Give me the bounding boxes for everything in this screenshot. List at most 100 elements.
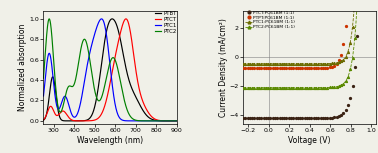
PTC2 <box>106 68 110 70</box>
Legend: PTBT, PTCT, PTC1, PTC2: PTBT, PTCT, PTC1, PTC2 <box>155 11 177 34</box>
Point <box>286 67 292 69</box>
Point <box>263 117 269 119</box>
Point <box>324 62 330 65</box>
Point <box>352 0 358 1</box>
Point <box>329 62 335 65</box>
Point <box>333 86 339 88</box>
Point <box>338 60 344 63</box>
PTBT <box>110 18 115 20</box>
Point <box>350 26 356 28</box>
Point <box>247 67 253 69</box>
Point <box>281 67 287 69</box>
Point <box>267 117 273 119</box>
Point <box>347 41 353 44</box>
Point <box>318 62 324 65</box>
Point <box>279 86 285 89</box>
Point <box>299 67 305 69</box>
PTC1 <box>102 24 107 26</box>
Point <box>304 86 310 89</box>
PTBT <box>106 24 110 25</box>
Point <box>256 62 262 65</box>
Point <box>311 117 317 119</box>
Point <box>345 104 351 107</box>
Point <box>247 62 253 65</box>
Point <box>327 117 333 119</box>
Point <box>293 86 299 89</box>
Point <box>270 67 276 69</box>
Point <box>240 67 246 69</box>
Point <box>263 86 269 89</box>
Point <box>324 86 330 89</box>
PTC2 <box>170 120 175 122</box>
Point <box>320 117 326 119</box>
Point <box>290 62 296 65</box>
PTC1 <box>41 95 46 97</box>
Point <box>254 67 260 69</box>
PTC1 <box>174 120 179 122</box>
Point <box>306 117 312 119</box>
Point <box>254 62 260 65</box>
Point <box>350 56 356 59</box>
Point <box>340 82 346 85</box>
Point <box>313 62 319 65</box>
Point <box>265 117 271 119</box>
Point <box>340 112 346 114</box>
Point <box>333 63 339 65</box>
Point <box>284 117 290 119</box>
PTC1 <box>48 55 53 56</box>
Point <box>308 67 314 69</box>
PTC2 <box>48 21 53 23</box>
Point <box>260 62 266 65</box>
Point <box>258 67 264 69</box>
Point <box>258 117 264 119</box>
PTBT <box>102 40 107 42</box>
Point <box>315 67 321 69</box>
Point <box>290 86 296 89</box>
PTCT <box>41 119 46 121</box>
Point <box>322 62 328 65</box>
Point <box>249 117 255 119</box>
Point <box>272 117 278 119</box>
Point <box>336 85 342 87</box>
Point <box>331 62 337 64</box>
Point <box>251 62 257 65</box>
Point <box>249 86 255 89</box>
Point <box>333 116 339 118</box>
Point <box>302 117 308 119</box>
Point <box>263 67 269 69</box>
PTCT <box>102 105 107 107</box>
PTC1 <box>99 18 104 20</box>
PTC1 <box>106 48 110 50</box>
Point <box>295 67 301 69</box>
Y-axis label: Current Density (mA/cm²): Current Density (mA/cm²) <box>219 18 228 117</box>
Point <box>338 84 344 86</box>
Point <box>308 62 314 65</box>
Point <box>274 67 280 69</box>
PTBT <box>146 116 151 118</box>
Point <box>242 117 248 119</box>
Point <box>318 117 324 119</box>
Point <box>293 62 299 65</box>
Point <box>260 117 266 119</box>
Point <box>274 86 280 89</box>
Point <box>284 62 290 65</box>
Point <box>256 67 262 69</box>
Point <box>297 117 303 119</box>
PTCT <box>174 120 179 122</box>
Point <box>329 116 335 119</box>
Point <box>270 86 276 89</box>
Point <box>290 67 296 69</box>
Point <box>242 86 248 89</box>
Point <box>267 62 273 65</box>
Point <box>288 62 294 65</box>
Point <box>327 62 333 65</box>
Point <box>304 117 310 119</box>
Point <box>331 86 337 88</box>
Point <box>297 86 303 89</box>
Point <box>324 66 330 69</box>
Point <box>258 62 264 65</box>
PTCT <box>146 112 150 113</box>
Point <box>267 67 273 69</box>
Point <box>293 67 299 69</box>
PTC2 <box>174 120 179 122</box>
